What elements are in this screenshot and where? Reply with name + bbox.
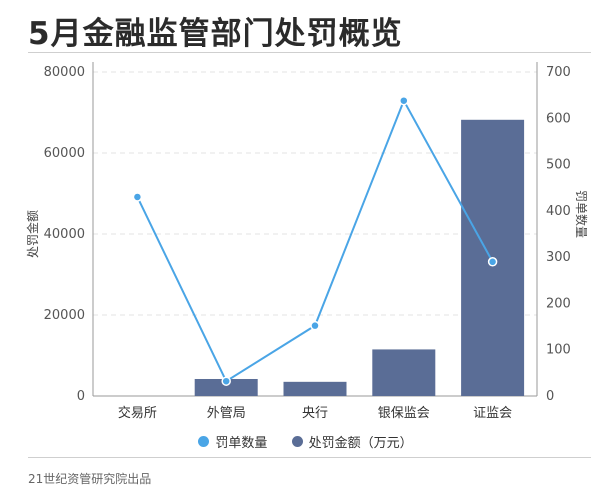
y-left-axis-title: 处罚金额 (25, 210, 40, 258)
line-point (399, 95, 409, 106)
legend-label-ticket-count: 罚单数量 (215, 436, 268, 451)
bar (194, 378, 258, 396)
y-right-axis-title: 罚单数量 (574, 190, 589, 238)
y-right-tick-label: 700 (546, 65, 571, 80)
y-right-tick-label: 400 (546, 204, 571, 219)
x-tick-label: 证监会 (473, 406, 512, 421)
x-tick-label: 央行 (302, 406, 328, 421)
y-left-tick-label: 0 (77, 389, 85, 404)
x-tick-label: 银保监会 (378, 406, 430, 421)
legend-line-swatch (198, 436, 210, 447)
y-right-tick-label: 600 (546, 111, 571, 126)
y-right-tick-label: 500 (546, 158, 571, 173)
bar (283, 381, 347, 396)
chart-legend: 罚单数量 处罚金额（万元） (0, 432, 611, 451)
y-left-tick-label: 40000 (44, 227, 85, 242)
y-left-tick-label: 80000 (44, 65, 85, 80)
y-right-tick-label: 300 (546, 250, 571, 265)
x-tick-label: 外管局 (207, 406, 246, 421)
y-right-tick-label: 100 (546, 343, 571, 358)
legend-bar-swatch (291, 436, 303, 447)
line-point (487, 257, 498, 267)
x-tick-label: 交易所 (118, 405, 157, 421)
legend-item-penalty-amount: 处罚金额（万元） (291, 432, 413, 451)
line-point (221, 376, 231, 386)
line-point (310, 320, 320, 331)
y-left-tick-label: 60000 (44, 146, 85, 161)
footer-divider (28, 457, 591, 458)
title-divider (28, 52, 591, 53)
line-point (132, 192, 143, 202)
legend-item-ticket-count: 罚单数量 (198, 432, 267, 451)
source-credit: 21世纪资管研究院出品 (28, 472, 152, 486)
line-series (136, 98, 494, 383)
y-left-tick-label: 20000 (44, 308, 85, 323)
y-right-tick-label: 200 (546, 296, 571, 311)
bar (372, 349, 436, 396)
legend-label-penalty-amount: 处罚金额（万元） (308, 436, 413, 451)
chart-title: 5月金融监管部门处罚概览 (28, 16, 403, 52)
y-right-tick-label: 0 (546, 389, 554, 404)
